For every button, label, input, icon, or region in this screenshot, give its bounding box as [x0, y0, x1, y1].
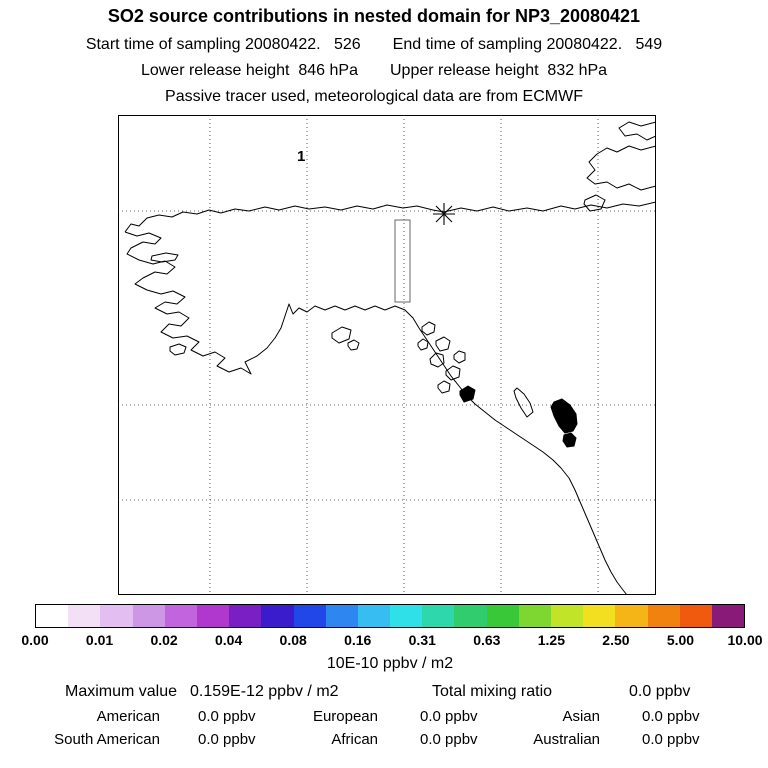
stats-summary-row: Maximum value 0.159E-12 ppbv / m2 Total … — [0, 683, 768, 703]
colorbar-tick: 5.00 — [666, 632, 695, 648]
colorbar-tick: 10.00 — [727, 632, 763, 648]
region-value-african: 0.0 ppbv — [420, 731, 478, 748]
colorbar-cell — [647, 605, 680, 627]
vancouver-island — [550, 398, 578, 448]
colorbar-tick: 0.00 — [21, 632, 49, 648]
colorbar-tick: 1.25 — [537, 632, 565, 648]
kodiak-islands — [331, 326, 360, 351]
arctic-archipelago-islands — [583, 121, 656, 212]
region-1-label: 1 — [297, 148, 305, 165]
colorbar-cell — [711, 605, 745, 627]
end-time-text: End time of sampling 20080422. 549 — [392, 36, 663, 53]
colorbar-cell — [36, 605, 69, 627]
page-title: SO2 source contributions in nested domai… — [107, 6, 641, 26]
region-label-south-american: South American — [54, 731, 160, 748]
region-value-south-american: 0.0 ppbv — [198, 731, 256, 748]
release-height-line: Lower release height 846 hPa Upper releas… — [6, 62, 742, 80]
release-location-asterisk-icon — [433, 203, 455, 225]
colorbar-cell — [325, 605, 358, 627]
region-label-american: American — [96, 708, 160, 725]
arctic-coastline — [124, 201, 656, 233]
haida-gwaii-island — [513, 387, 534, 418]
colorbar-cell — [679, 605, 712, 627]
colorbar-cell — [357, 605, 391, 627]
colorbar-cell — [68, 605, 101, 627]
colorbar-cell — [196, 605, 230, 627]
max-value: 0.159E-12 ppbv / m2 — [190, 683, 339, 700]
region-label-european: European — [312, 708, 378, 725]
lower-release-text: Lower release height 846 hPa — [140, 62, 358, 79]
source-region-box — [394, 219, 411, 303]
region-label-australian: Australian — [533, 731, 600, 748]
colorbar-ticks: 0.00 0.01 0.02 0.04 0.08 0.16 0.31 0.63 … — [21, 632, 762, 650]
colorbar-tick: 0.31 — [408, 632, 436, 648]
region-value-asian: 0.0 ppbv — [642, 708, 700, 725]
pacific-coastline — [124, 231, 628, 595]
colorbar-cell — [422, 605, 455, 627]
coastlines — [124, 121, 656, 595]
longitude-gridlines — [209, 115, 599, 595]
stats-region-row-1: American 0.0 ppbv European 0.0 ppbv Asia… — [0, 708, 768, 728]
region-label-african: African — [331, 731, 378, 748]
sampling-time-line: Start time of sampling 20080422. 526 End … — [6, 36, 742, 54]
colorbar-cell — [100, 605, 133, 627]
colorbar-gradient — [35, 604, 745, 628]
colorbar-tick: 0.08 — [279, 632, 307, 648]
latitude-gridlines — [118, 210, 656, 501]
colorbar-cell — [454, 605, 487, 627]
map-panel: 1 — [118, 115, 656, 595]
total-mixing-ratio-label: Total mixing ratio — [432, 683, 553, 700]
total-mixing-ratio-value: 0.0 ppbv — [629, 683, 691, 700]
region-value-australian: 0.0 ppbv — [642, 731, 700, 748]
colorbar-cell — [261, 605, 294, 627]
region-value-american: 0.0 ppbv — [198, 708, 256, 725]
max-value-label: Maximum value — [65, 683, 178, 700]
colorbar-tick: 0.01 — [85, 632, 114, 648]
tracer-line: Passive tracer used, meteorological data… — [165, 88, 583, 105]
stats-region-row-2: South American 0.0 ppbv African 0.0 ppbv… — [0, 731, 768, 751]
upper-release-text: Upper release height 832 hPa — [390, 62, 608, 79]
colorbar-cell — [132, 605, 165, 627]
colorbar-tick: 0.16 — [344, 632, 372, 648]
colorbar-tick: 0.63 — [473, 632, 501, 648]
alexander-archipelago-islands — [417, 321, 476, 403]
colorbar-cell — [518, 605, 551, 627]
colorbar-tick: 2.50 — [602, 632, 630, 648]
colorbar-cell — [164, 605, 197, 627]
colorbar-tick: 0.02 — [150, 632, 178, 648]
colorbar-tick: 0.04 — [215, 632, 243, 648]
nunivak-island — [169, 343, 187, 356]
colorbar-cell — [615, 605, 648, 627]
map-frame — [118, 115, 656, 595]
start-time-text: Start time of sampling 20080422. 526 — [85, 36, 361, 53]
colorbar-units: 10E-10 ppbv / m2 — [326, 655, 454, 672]
colorbar-cell — [551, 605, 584, 627]
colorbar-cell — [486, 605, 519, 627]
colorbar-cell — [390, 605, 423, 627]
colorbar-cell — [583, 605, 616, 627]
colorbar-cell — [293, 605, 326, 627]
region-value-european: 0.0 ppbv — [420, 708, 478, 725]
st-lawrence-island — [150, 252, 179, 263]
map-canvas: 1 — [118, 115, 656, 595]
colorbar-cell — [229, 605, 262, 627]
region-label-asian: Asian — [562, 708, 600, 725]
